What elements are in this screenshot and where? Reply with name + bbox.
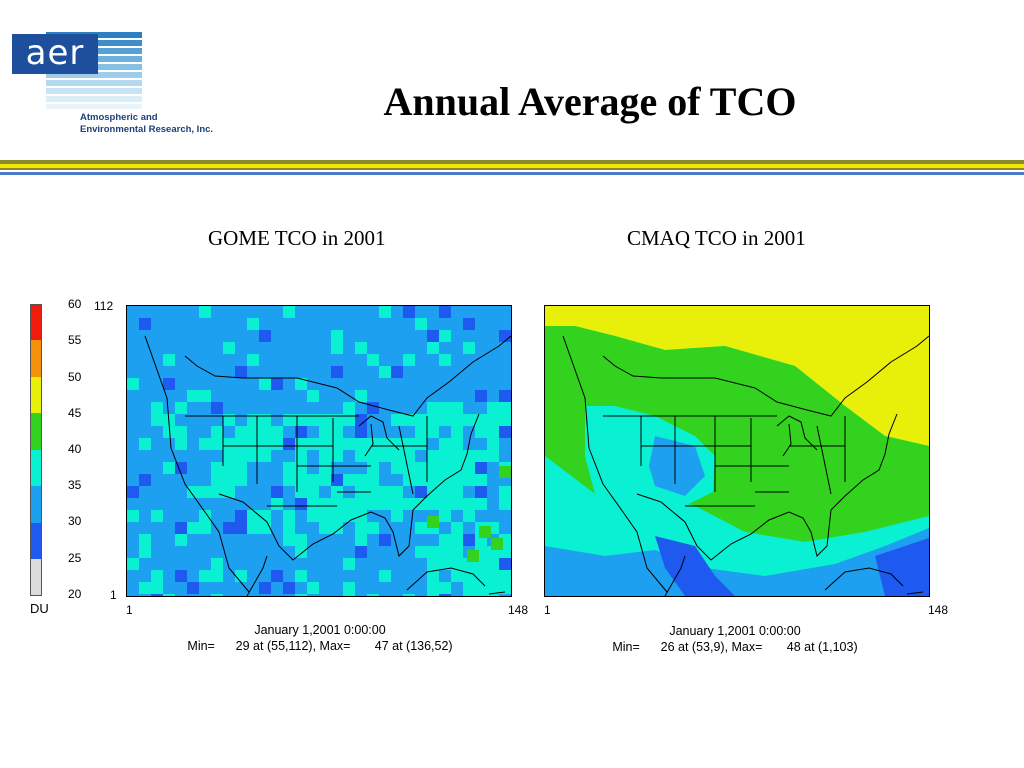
- legend-tick-20: 20: [68, 587, 82, 601]
- cmaq-stats: Min= 26 at (53,9), Max= 48 at (1,103): [612, 640, 858, 654]
- cmaq-x-left-label: 1: [544, 603, 551, 617]
- aer-logo: aer Atmospheric and Environmental Resear…: [12, 32, 242, 144]
- slide-title: Annual Average of TCO: [383, 79, 797, 124]
- cmaq-x-right-label: 148: [928, 603, 949, 617]
- cmaq-field-southern-band: [545, 528, 929, 596]
- logo-text: aer: [12, 34, 98, 74]
- gome-boundaries: [144, 335, 511, 596]
- gome-x-right-label: 148: [508, 603, 529, 617]
- cmaq-map-graphic: [545, 306, 929, 596]
- gome-x-left-label: 1: [126, 603, 133, 617]
- legend-bin-25-30: [30, 523, 42, 559]
- rule-yellow: [0, 164, 1024, 168]
- gome-panel-title: GOME TCO in 2001: [208, 226, 386, 250]
- cmaq-map: [544, 305, 930, 597]
- cmaq-field-mexico: [655, 536, 735, 596]
- gome-stats: Min= 29 at (55,112), Max= 47 at (136,52): [187, 639, 453, 653]
- gome-y-bottom-label: 1: [110, 588, 117, 602]
- rule-olive: [0, 160, 1024, 164]
- legend-tick-30: 30: [68, 514, 82, 528]
- legend-tick-25: 25: [68, 551, 82, 565]
- legend-tick-60: 60: [68, 297, 82, 311]
- legend-tick-45: 45: [68, 406, 82, 420]
- color-legend: [30, 304, 42, 596]
- legend-bin-20-25: [30, 559, 42, 596]
- legend-unit: DU: [30, 601, 49, 616]
- gome-y-top-label: 112: [94, 299, 114, 313]
- legend-bin-50-55: [30, 340, 42, 377]
- rule-blue: [0, 172, 1024, 175]
- legend-tick-35: 35: [68, 478, 82, 492]
- cmaq-field-atlantic: [875, 538, 929, 596]
- legend-bin-40-45: [30, 413, 42, 450]
- legend-tick-40: 40: [68, 442, 82, 456]
- legend-tick-55: 55: [68, 333, 82, 347]
- rule-olive-2: [0, 168, 1024, 170]
- legend-bin-30-35: [30, 486, 42, 523]
- gome-grid-cells: [127, 306, 511, 596]
- cmaq-date: January 1,2001 0:00:00: [669, 624, 801, 638]
- cmaq-panel-title: CMAQ TCO in 2001: [627, 226, 806, 250]
- cmaq-field-north: [545, 306, 929, 446]
- company-name-line1: Atmospheric and: [80, 112, 158, 123]
- legend-bin-55-60: [30, 304, 42, 340]
- legend-tick-50: 50: [68, 370, 82, 384]
- legend-bin-45-50: [30, 377, 42, 413]
- gome-map-graphic: [127, 306, 511, 596]
- cmaq-boundaries: [562, 335, 929, 596]
- gome-map: [126, 305, 512, 597]
- cmaq-field-rockies: [649, 436, 705, 496]
- company-name-line2: Environmental Research, Inc.: [80, 124, 214, 135]
- legend-bin-35-40: [30, 450, 42, 486]
- company-name: Atmospheric and Environmental Research, …: [80, 112, 213, 136]
- gome-date: January 1,2001 0:00:00: [254, 623, 386, 637]
